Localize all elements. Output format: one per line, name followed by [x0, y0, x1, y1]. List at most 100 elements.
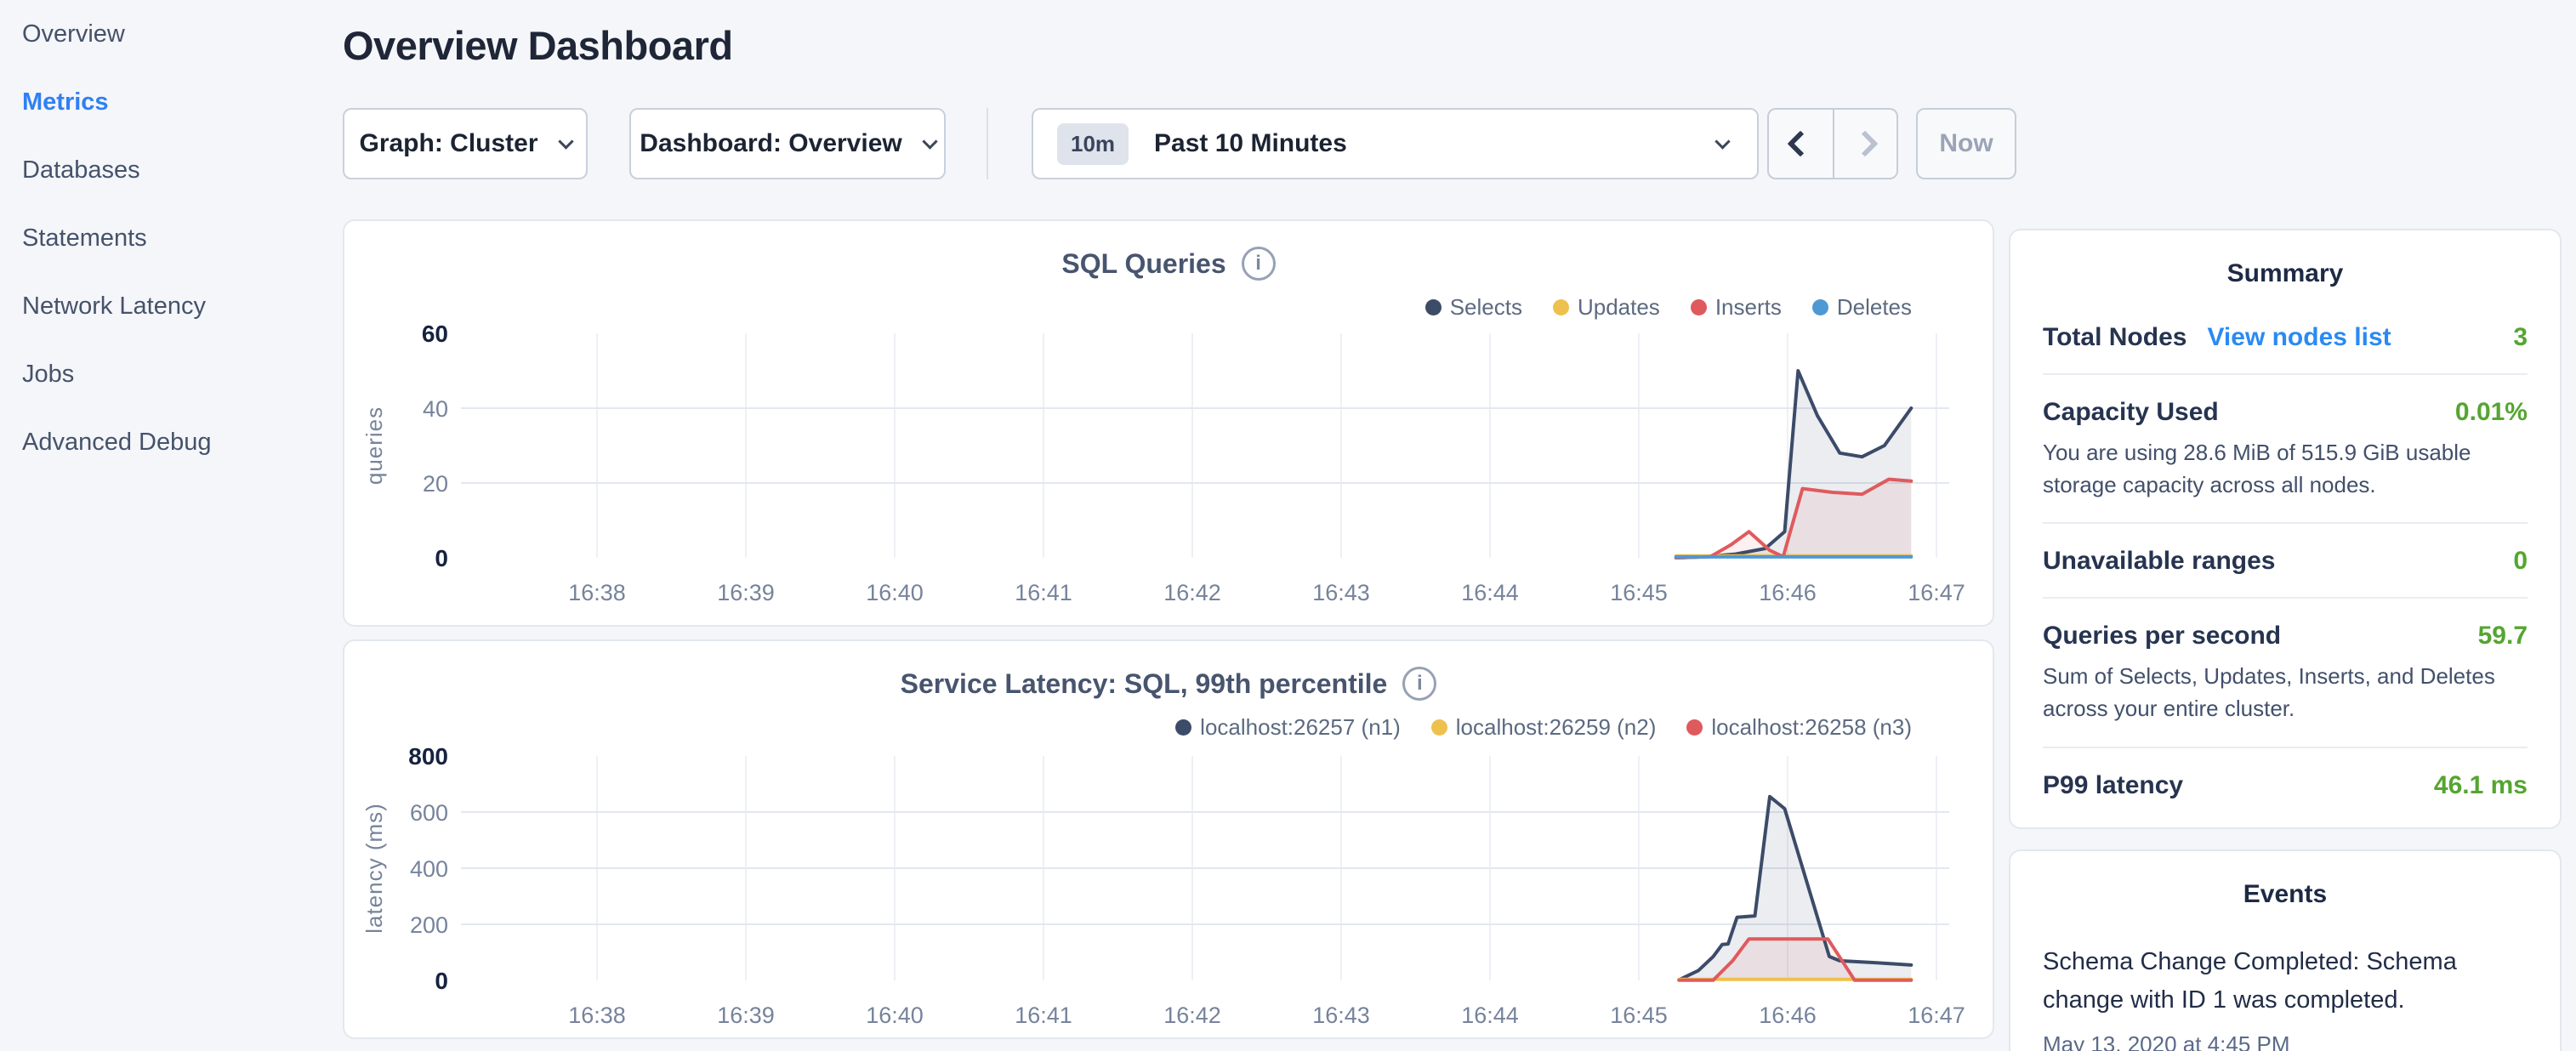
summary-row: Unavailable ranges 0	[2043, 522, 2528, 597]
summary-row-description: Sum of Selects, Updates, Inserts, and De…	[2043, 663, 2495, 722]
summary-row: Capacity Used 0.01% You are using 28.6 MiB…	[2043, 373, 2528, 522]
summary-row-value: 3	[2513, 323, 2528, 351]
sidebar-item-databases[interactable]: Databases	[22, 156, 140, 184]
legend-label: Inserts	[1714, 294, 1782, 320]
svg-text:16:44: 16:44	[1461, 580, 1519, 605]
summary-title: Summary	[2226, 259, 2344, 287]
service-latency-chart-card: Service Latency: SQL, 99th percentile i …	[343, 639, 1994, 1039]
legend-dot	[1424, 299, 1442, 315]
legend-item-updates[interactable]: Updates	[1552, 294, 1660, 321]
time-range-label: Past 10 Minutes	[1154, 129, 1347, 157]
svg-text:16:41: 16:41	[1015, 1003, 1072, 1028]
svg-text:0: 0	[435, 968, 448, 994]
controls-divider	[987, 108, 988, 179]
legend-label: localhost:26258 (n3)	[1711, 714, 1912, 740]
legend-item-localhost-26258-n3-[interactable]: localhost:26258 (n3)	[1686, 714, 1912, 741]
legend-label: Selects	[1449, 294, 1522, 320]
svg-text:16:40: 16:40	[866, 580, 924, 605]
now-button[interactable]: Now	[1916, 108, 2016, 179]
chevron-left-icon	[1787, 130, 1815, 157]
dashboard-dropdown[interactable]: Dashboard: Overview	[629, 108, 946, 179]
sidebar-item-overview[interactable]: Overview	[22, 20, 125, 48]
legend-item-inserts[interactable]: Inserts	[1690, 294, 1782, 321]
svg-text:16:42: 16:42	[1163, 580, 1221, 605]
sidebar-item-advanced-debug[interactable]: Advanced Debug	[22, 428, 212, 456]
svg-text:16:39: 16:39	[717, 580, 775, 605]
legend-dot	[1811, 299, 1828, 315]
svg-text:20: 20	[423, 471, 448, 497]
svg-text:latency (ms): latency (ms)	[361, 803, 387, 934]
svg-text:16:43: 16:43	[1312, 1003, 1370, 1028]
svg-text:queries: queries	[361, 406, 387, 485]
summary-row-value: 0	[2513, 547, 2528, 576]
summary-row-label: Queries per second	[2043, 622, 2282, 650]
time-step-buttons	[1767, 108, 1898, 179]
svg-text:16:39: 16:39	[717, 1003, 775, 1028]
legend-label: localhost:26257 (n1)	[1200, 714, 1401, 740]
info-icon[interactable]: i	[1241, 247, 1276, 281]
svg-text:16:38: 16:38	[568, 1003, 626, 1028]
svg-text:16:40: 16:40	[866, 1003, 924, 1028]
svg-text:200: 200	[410, 912, 448, 938]
legend-dot	[1686, 719, 1703, 736]
legend-dot	[1430, 719, 1447, 736]
summary-row-label: Capacity Used	[2043, 398, 2219, 426]
svg-text:40: 40	[423, 396, 448, 422]
summary-row-value: 0.01%	[2454, 398, 2528, 426]
sql-queries-chart-card: SQL Queries i Selects Updates Inserts Delet…	[343, 219, 1994, 627]
sql-queries-plot[interactable]: 16:38 16:39 16:40 16:41 16:42 16:43 16:44 16:45…	[344, 221, 1996, 628]
svg-text:16:47: 16:47	[1908, 580, 1965, 605]
summary-row-label: Unavailable ranges	[2043, 547, 2276, 576]
service-latency-plot[interactable]: 16:38 16:39 16:40 16:41 16:42 16:43 16:44 16:45…	[344, 641, 1996, 1041]
legend-item-deletes[interactable]: Deletes	[1811, 294, 1912, 321]
time-range-selector[interactable]: 10m Past 10 Minutes	[1032, 108, 1759, 179]
event-text[interactable]: Schema Change Completed: Schema change w…	[2043, 948, 2457, 1014]
view-nodes-list-link[interactable]: View nodes list	[2207, 323, 2391, 351]
next-range-button[interactable]	[1832, 110, 1896, 178]
sidebar: Overview Metrics Databases Statements Networ…	[0, 0, 323, 476]
sidebar-item-jobs[interactable]: Jobs	[22, 360, 75, 388]
legend-item-localhost-26257-n1-[interactable]: localhost:26257 (n1)	[1175, 714, 1401, 741]
svg-text:800: 800	[408, 743, 448, 770]
graph-dropdown-label: Graph: Cluster	[359, 129, 538, 157]
summary-row-label: P99 latency	[2043, 770, 2184, 799]
page-title: Overview Dashboard	[343, 23, 733, 68]
sidebar-item-metrics[interactable]: Metrics	[22, 88, 109, 116]
legend-label: Updates	[1577, 294, 1660, 320]
svg-text:600: 600	[410, 800, 448, 826]
summary-row-description: You are using 28.6 MiB of 515.9 GiB usab…	[2043, 440, 2471, 497]
svg-text:16:45: 16:45	[1610, 1003, 1668, 1028]
svg-text:16:46: 16:46	[1759, 580, 1817, 605]
svg-text:16:44: 16:44	[1461, 1003, 1519, 1028]
summary-row: P99 latency 46.1 ms	[2043, 746, 2528, 821]
summary-row-label: Total Nodes	[2043, 323, 2187, 351]
svg-text:60: 60	[422, 321, 448, 347]
legend-dot	[1175, 719, 1192, 736]
svg-text:0: 0	[435, 545, 448, 571]
legend-item-selects[interactable]: Selects	[1424, 294, 1522, 321]
sidebar-item-statements[interactable]: Statements	[22, 224, 147, 252]
graph-dropdown[interactable]: Graph: Cluster	[343, 108, 588, 179]
svg-text:16:38: 16:38	[568, 580, 626, 605]
svg-text:400: 400	[410, 856, 448, 882]
events-title: Events	[2243, 880, 2328, 908]
summary-row: Total Nodes View nodes list 3	[2043, 300, 2528, 373]
svg-text:16:41: 16:41	[1015, 580, 1072, 605]
prev-range-button[interactable]	[1769, 110, 1833, 178]
legend-label: Deletes	[1836, 294, 1912, 320]
events-panel: Events Schema Change Completed: Schema c…	[2009, 849, 2562, 1051]
event-timestamp: May 13, 2020 at 4:45 PM	[2043, 1031, 2290, 1051]
svg-text:16:45: 16:45	[1610, 580, 1668, 605]
time-range-badge: 10m	[1057, 122, 1129, 165]
svg-text:16:46: 16:46	[1759, 1003, 1817, 1028]
legend-dot	[1552, 299, 1569, 315]
chart-legend: Selects Updates Inserts Deletes	[1424, 294, 1912, 321]
summary-row-value: 59.7	[2477, 622, 2528, 650]
info-icon[interactable]: i	[1402, 667, 1437, 701]
summary-row: Queries per second 59.7 Sum of Selects, Up…	[2043, 597, 2528, 746]
chevron-down-icon	[1714, 133, 1731, 150]
chevron-right-icon	[1851, 130, 1879, 157]
chart-title: SQL Queries	[1061, 247, 1226, 279]
sidebar-item-network-latency[interactable]: Network Latency	[22, 292, 206, 320]
legend-item-localhost-26259-n2-[interactable]: localhost:26259 (n2)	[1430, 714, 1656, 741]
